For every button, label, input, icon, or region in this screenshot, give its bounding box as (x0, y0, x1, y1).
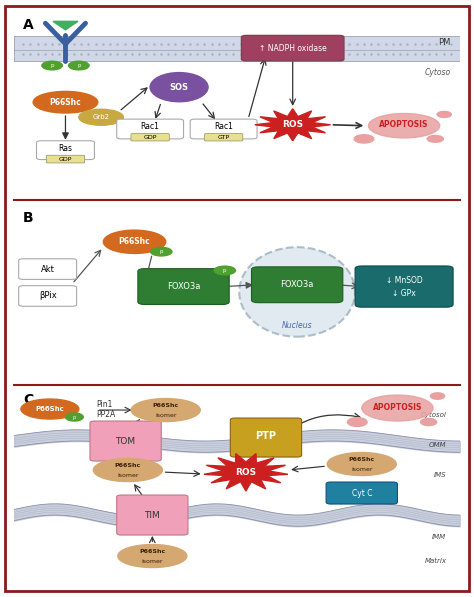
Text: P66Shc: P66Shc (349, 457, 375, 462)
Text: GDP: GDP (144, 135, 157, 140)
Circle shape (214, 266, 236, 275)
Ellipse shape (33, 91, 98, 113)
FancyBboxPatch shape (230, 418, 301, 457)
Text: p: p (77, 63, 81, 68)
Ellipse shape (93, 458, 163, 482)
FancyBboxPatch shape (46, 155, 85, 163)
Ellipse shape (21, 399, 79, 419)
Text: Ras: Ras (58, 144, 73, 153)
Text: ROS: ROS (282, 120, 303, 130)
Polygon shape (255, 109, 330, 141)
Ellipse shape (118, 544, 187, 568)
Text: TIM: TIM (145, 510, 160, 519)
Text: P66Shc: P66Shc (153, 403, 179, 408)
Text: IMS: IMS (434, 472, 447, 478)
Text: ↑ NADPH oxidase: ↑ NADPH oxidase (259, 44, 327, 53)
Circle shape (430, 393, 445, 399)
Bar (14, 36, 460, 61)
Circle shape (420, 418, 437, 426)
Circle shape (354, 135, 374, 143)
Text: Cyt C: Cyt C (352, 488, 372, 497)
Text: isomer: isomer (117, 473, 138, 478)
Text: P66Shc: P66Shc (118, 237, 150, 247)
Text: B: B (23, 211, 34, 225)
Text: isomer: isomer (142, 559, 163, 564)
Polygon shape (53, 21, 78, 30)
Text: isomer: isomer (155, 413, 176, 417)
FancyBboxPatch shape (204, 134, 243, 141)
Text: βPix: βPix (39, 291, 56, 300)
FancyBboxPatch shape (241, 35, 344, 61)
Text: ROS: ROS (236, 467, 256, 476)
Text: p: p (73, 414, 76, 420)
Text: APOPTOSIS: APOPTOSIS (379, 120, 429, 130)
FancyBboxPatch shape (18, 259, 77, 279)
Ellipse shape (239, 247, 355, 337)
Text: OMM: OMM (429, 442, 447, 448)
FancyBboxPatch shape (252, 267, 343, 303)
Text: GDP: GDP (59, 156, 72, 162)
Text: Rac1: Rac1 (214, 122, 233, 131)
Text: SOS: SOS (170, 82, 189, 92)
FancyBboxPatch shape (131, 134, 169, 141)
Ellipse shape (103, 230, 166, 254)
Ellipse shape (362, 395, 433, 421)
FancyBboxPatch shape (190, 119, 257, 139)
Text: Cytoso: Cytoso (425, 67, 451, 76)
Ellipse shape (79, 109, 123, 125)
Text: PM: PM (438, 38, 451, 47)
Text: P66Shc: P66Shc (139, 549, 165, 554)
Text: ↓ GPx: ↓ GPx (392, 289, 416, 298)
Circle shape (151, 247, 172, 256)
Text: APOPTOSIS: APOPTOSIS (373, 402, 422, 411)
Polygon shape (204, 454, 288, 491)
FancyBboxPatch shape (36, 141, 94, 159)
FancyBboxPatch shape (18, 285, 77, 306)
Circle shape (42, 61, 63, 70)
Text: FOXO3a: FOXO3a (281, 280, 314, 290)
FancyBboxPatch shape (138, 269, 229, 304)
Text: PP2A: PP2A (97, 410, 116, 418)
Text: FOXO3a: FOXO3a (167, 282, 200, 291)
Text: Nucleus: Nucleus (282, 321, 312, 331)
Text: Rac1: Rac1 (141, 122, 160, 131)
FancyBboxPatch shape (117, 119, 183, 139)
Text: ↓ MnSOD: ↓ MnSOD (386, 276, 422, 285)
Ellipse shape (150, 73, 208, 101)
Circle shape (347, 418, 367, 426)
Text: PTP: PTP (255, 431, 276, 441)
Ellipse shape (131, 399, 200, 421)
Circle shape (437, 112, 451, 118)
Text: TOM: TOM (116, 436, 136, 445)
Text: Pin1: Pin1 (97, 399, 113, 408)
Text: P66Shc: P66Shc (36, 406, 64, 412)
Ellipse shape (368, 113, 440, 138)
Circle shape (427, 136, 443, 142)
Text: IMM: IMM (432, 534, 447, 540)
Text: C: C (23, 393, 33, 407)
Text: p: p (160, 249, 163, 254)
Ellipse shape (327, 453, 396, 476)
FancyBboxPatch shape (117, 495, 188, 535)
Text: P66Shc: P66Shc (115, 463, 141, 468)
Circle shape (65, 413, 83, 421)
Text: Grb2: Grb2 (92, 114, 109, 120)
Text: isomer: isomer (351, 466, 373, 472)
Circle shape (69, 61, 89, 70)
Text: Matrix: Matrix (424, 558, 447, 564)
Text: P66Shc: P66Shc (50, 98, 82, 107)
FancyBboxPatch shape (326, 482, 397, 504)
Text: A: A (23, 17, 34, 32)
Text: Cytosol: Cytosol (420, 412, 447, 418)
FancyBboxPatch shape (90, 421, 161, 461)
Text: GTP: GTP (218, 135, 230, 140)
Text: Akt: Akt (41, 264, 55, 273)
FancyBboxPatch shape (355, 266, 453, 307)
Text: p: p (223, 268, 227, 273)
Text: p: p (50, 63, 54, 68)
